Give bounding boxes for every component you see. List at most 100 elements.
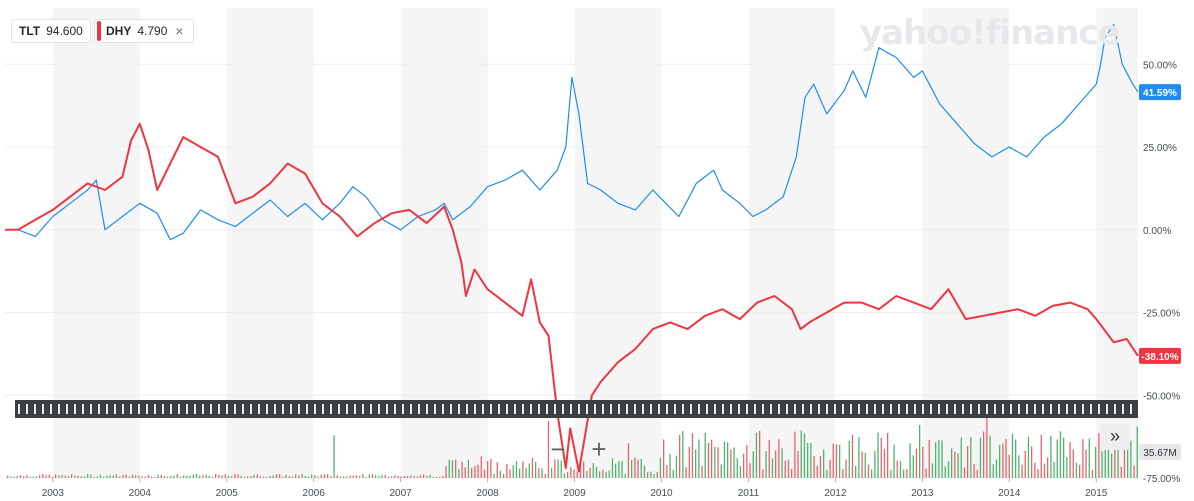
volume-bar <box>893 444 895 478</box>
volume-bar <box>154 476 156 478</box>
volume-bar <box>407 476 409 478</box>
volume-bar <box>301 474 303 478</box>
close-icon[interactable]: × <box>175 23 184 39</box>
navigator-tick <box>674 404 676 414</box>
volume-bar <box>976 469 978 478</box>
navigator-tick <box>1082 404 1084 414</box>
volume-bar <box>29 476 31 478</box>
legend-item-tlt[interactable]: TLT 94.600 <box>11 19 91 43</box>
navigator-tick <box>890 404 892 414</box>
volume-bar <box>627 443 630 478</box>
scroll-right-button[interactable]: » <box>1100 424 1130 450</box>
navigator-tick <box>1058 404 1060 414</box>
volume-bar <box>1120 466 1122 478</box>
navigator-track <box>15 400 1138 418</box>
volume-bar <box>23 476 25 478</box>
navigator-tick <box>450 404 452 414</box>
volume-bar <box>973 463 975 478</box>
volume-bar <box>992 464 994 478</box>
navigator-tick <box>762 404 764 414</box>
volume-bar <box>970 437 972 478</box>
volume-bar <box>490 458 492 478</box>
volume-bar <box>714 446 716 478</box>
year-band <box>922 8 1010 478</box>
volume-bar <box>480 456 482 478</box>
navigator-tick <box>346 404 348 414</box>
zoom-out-button[interactable]: − <box>550 434 566 464</box>
volume-bar <box>272 475 274 478</box>
year-band <box>400 8 488 478</box>
volume-bar <box>624 473 626 478</box>
volume-bar <box>509 469 511 478</box>
navigator-strip[interactable] <box>15 400 1138 418</box>
volume-bar <box>215 474 217 478</box>
navigator-tick <box>866 404 868 414</box>
navigator-tick <box>434 404 436 414</box>
zoom-in-button[interactable]: + <box>591 434 607 464</box>
volume-bar <box>1011 433 1014 478</box>
navigator-tick <box>218 404 220 414</box>
volume-bar <box>1136 426 1138 478</box>
navigator-tick <box>418 404 420 414</box>
volume-bar <box>61 475 63 478</box>
volume-bar <box>170 476 172 478</box>
volume-bar <box>650 471 652 478</box>
volume-bar <box>1123 444 1126 478</box>
navigator-tick <box>970 404 972 414</box>
navigator-tick <box>906 404 908 414</box>
volume-bar <box>477 464 479 478</box>
volume-bar <box>311 474 313 478</box>
navigator-tick <box>314 404 316 414</box>
volume-bar <box>211 476 214 478</box>
volume-bar <box>999 444 1001 478</box>
volume-bar <box>688 446 690 478</box>
volume-bar <box>295 474 297 478</box>
volume-bar <box>573 469 575 478</box>
navigator-tick <box>290 404 292 414</box>
navigator-tick <box>74 404 76 414</box>
volume-bar <box>778 439 780 478</box>
volume-bar <box>659 457 662 478</box>
navigator-tick <box>282 404 284 414</box>
volume-bar <box>842 468 844 478</box>
navigator-tick <box>938 404 940 414</box>
volume-bar <box>1082 439 1084 478</box>
volume-bar <box>912 455 914 478</box>
volume-bar <box>327 474 329 478</box>
volume-bar <box>186 475 188 478</box>
volume-bar <box>759 431 761 478</box>
volume-bar <box>691 433 694 478</box>
x-tick-label: 2015 <box>1085 488 1108 499</box>
volume-bar <box>464 467 466 478</box>
legend-item-dhy[interactable]: DHY 4.790 × <box>94 19 194 43</box>
volume-bar <box>365 476 367 478</box>
volume-bar <box>781 448 783 478</box>
volume-bar <box>861 451 863 478</box>
volume-bar <box>496 462 498 478</box>
volume-bar <box>938 440 940 478</box>
navigator-tick <box>402 404 404 414</box>
navigator-tick <box>746 404 748 414</box>
volume-bar <box>224 474 226 478</box>
volume-bar <box>951 448 953 478</box>
volume-bar <box>618 461 620 478</box>
volume-bar <box>928 439 930 478</box>
volume-bar <box>93 476 95 478</box>
volume-bar <box>784 460 786 478</box>
navigator-tick <box>1026 404 1028 414</box>
volume-bar <box>935 442 937 478</box>
volume-bar <box>1034 462 1036 478</box>
volume-bar <box>455 459 457 478</box>
volume-bar <box>765 451 767 478</box>
y-axis: 50.00% 25.00% 0.00% -25.00% -50.00% -75.00% <box>1143 60 1180 485</box>
volume-bar <box>733 447 735 478</box>
volume-bar <box>835 444 838 478</box>
navigator-tick <box>930 404 932 414</box>
volume-bar <box>285 474 287 478</box>
volume-bar <box>819 455 822 478</box>
volume-bar <box>672 469 674 478</box>
navigator-tick <box>642 404 644 414</box>
navigator-tick <box>106 404 108 414</box>
navigator-tick <box>626 404 628 414</box>
volume-bar <box>410 475 412 478</box>
